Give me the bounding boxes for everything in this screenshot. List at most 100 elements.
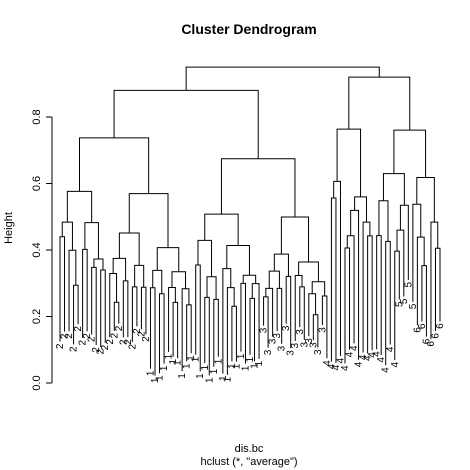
leaf-label: 1 (204, 377, 215, 383)
leaf-label: 5 (394, 301, 405, 307)
dendrogram-branch (149, 287, 156, 370)
dendrogram-branch (350, 209, 360, 354)
dendrogram-branch (240, 282, 246, 358)
dendrogram-branch (434, 247, 441, 326)
dendrogram-branch (416, 236, 425, 320)
leaf-label: 4 (385, 346, 396, 352)
dendrogram-branch (79, 137, 150, 194)
leaf-label: 1 (200, 365, 211, 371)
dendrogram-branch (213, 298, 219, 361)
y-tick-label: 0.2 (31, 309, 43, 324)
leaf-label: 1 (159, 365, 170, 371)
leaf-label: 3 (286, 350, 297, 356)
leaf-label: 1 (218, 375, 229, 381)
dendrogram-branch (134, 264, 145, 288)
dendrogram-branch (312, 314, 319, 342)
dendrogram-branch (100, 269, 106, 341)
leaf-label: 2 (105, 339, 116, 345)
dendrogram-branch (181, 288, 190, 366)
dendrogram-branch (399, 204, 409, 274)
leaf-label: 2 (69, 346, 80, 352)
leaf-label: 5 (403, 281, 414, 287)
dendrogram-branch (222, 268, 232, 368)
leaf-label: 3 (308, 342, 319, 348)
dendrogram-branch (109, 273, 118, 332)
dendrogram-branch (168, 286, 176, 346)
leaf-label: 2 (100, 344, 111, 350)
leaf-label: 2 (82, 333, 93, 339)
leaf-label: 1 (227, 363, 238, 369)
leaf-label: 4 (376, 357, 387, 363)
leaf-label: 4 (367, 352, 378, 358)
leaf-label: 5 (399, 298, 410, 304)
dendrogram-branch (59, 236, 66, 336)
leaf-label: 1 (150, 377, 161, 383)
leaf-label: 4 (322, 360, 333, 366)
leaf-label: 2 (136, 331, 147, 337)
leaf-label: 2 (87, 336, 98, 342)
dendrogram-branch (308, 293, 317, 331)
leaf-label: 6 (421, 338, 432, 344)
leaf-label: 6 (417, 323, 428, 329)
leaf-label: 1 (195, 373, 206, 379)
dendrogram-branch (113, 301, 120, 325)
dendrogram-branch (68, 249, 77, 326)
leaf-label: 1 (177, 373, 188, 379)
method-sublabel: hclust (*, "average") (200, 456, 297, 468)
leaf-label: 3 (313, 349, 324, 355)
leaf-labels: 2222222222222222222211111111111111111111… (55, 273, 446, 383)
leaf-label: 4 (335, 358, 346, 364)
leaf-label: 4 (358, 354, 369, 360)
dendrogram-branch (171, 271, 187, 289)
leaf-label: 1 (145, 370, 156, 376)
dendrogram-branch (321, 295, 328, 353)
leaf-label: 6 (426, 341, 437, 347)
dendrogram-branch (140, 286, 147, 329)
leaf-label: 1 (250, 363, 261, 369)
chart-title: Cluster Dendrogram (181, 21, 316, 37)
y-axis-label: Height (3, 212, 15, 244)
dendrogram-branch (294, 274, 303, 335)
dendrogram-branch (276, 287, 283, 338)
leaf-label: 1 (222, 376, 233, 382)
dendrogram-branch (128, 193, 169, 248)
dendrogram-branch (416, 176, 435, 223)
leaf-label: 1 (155, 375, 166, 381)
dendrogram-branch (249, 297, 256, 356)
dendrogram-branch (344, 247, 351, 358)
leaf-label: 1 (245, 356, 256, 362)
leaf-label: 4 (340, 365, 351, 371)
dendrogram-branch (195, 264, 201, 366)
leaf-label: 2 (55, 343, 66, 349)
dendrogram-branch (66, 190, 93, 223)
dendrogram-branch (393, 129, 427, 178)
leaf-label: 4 (349, 345, 360, 351)
dendrogram-branch (112, 257, 127, 281)
dendrogram-branch (204, 296, 210, 370)
dendrogram-branch (362, 221, 371, 347)
leaf-label: 2 (114, 325, 125, 331)
dendrogram-branch (376, 235, 382, 350)
leaf-label: 1 (164, 353, 175, 359)
dendrogram-branch (242, 274, 257, 284)
leaf-label: 3 (317, 327, 328, 333)
leaf-label: 3 (263, 349, 274, 355)
leaf-label: 1 (240, 365, 251, 371)
leaf-label: 2 (141, 336, 152, 342)
y-axis: 0.0 0.2 0.4 0.6 0.8 (31, 109, 53, 391)
dendrogram-branch (396, 229, 405, 291)
leaf-label: 2 (127, 343, 138, 349)
leaf-label: 1 (254, 360, 265, 366)
leaf-label: 3 (299, 342, 310, 348)
dendrogram-branch (421, 265, 427, 331)
dendrogram-branch (61, 221, 73, 251)
leaf-label: 3 (277, 345, 288, 351)
dendrogram-branch (122, 280, 129, 332)
dendrogram-branch (206, 276, 217, 300)
dendrogram-branch (273, 253, 289, 277)
leaf-label: 3 (259, 327, 270, 333)
dendrogram-branch (280, 216, 310, 263)
leaf-label: 2 (96, 349, 107, 355)
dendrogram-branch (93, 258, 104, 270)
